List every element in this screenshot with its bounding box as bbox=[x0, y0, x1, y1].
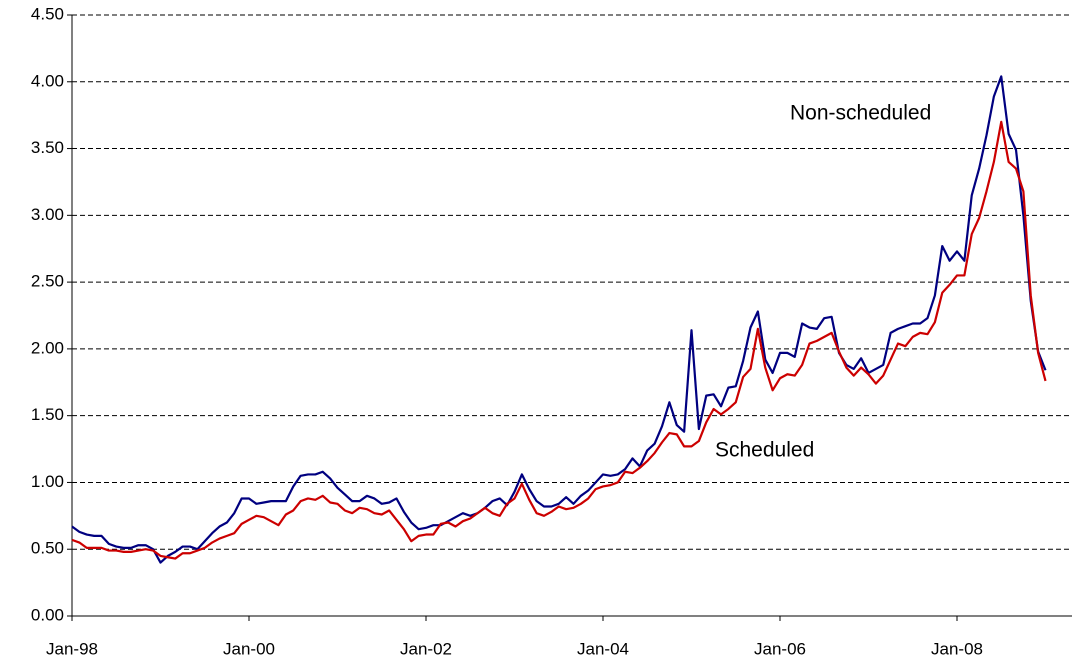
y-tick-label: 1.50 bbox=[31, 405, 64, 424]
y-tick-label: 4.00 bbox=[31, 71, 64, 90]
x-tick-label: Jan-08 bbox=[931, 639, 983, 658]
x-tick-label: Jan-06 bbox=[754, 639, 806, 658]
y-tick-label: 2.00 bbox=[31, 338, 64, 357]
x-tick-label: Jan-02 bbox=[400, 639, 452, 658]
x-tick-label: Jan-98 bbox=[46, 639, 98, 658]
y-tick-label: 1.00 bbox=[31, 472, 64, 491]
series-line bbox=[71, 120, 1047, 560]
y-tick-label: 3.00 bbox=[31, 205, 64, 224]
x-tick-label: Jan-00 bbox=[223, 639, 275, 658]
y-tick-label: 2.50 bbox=[31, 272, 64, 291]
series-label: Non-scheduled bbox=[790, 102, 931, 125]
y-tick-label: 4.50 bbox=[31, 4, 64, 23]
series-label: Scheduled bbox=[715, 439, 814, 462]
y-tick-label: 3.50 bbox=[31, 138, 64, 157]
y-tick-label: 0.00 bbox=[31, 605, 64, 624]
y-tick-label: 0.50 bbox=[31, 539, 64, 558]
series-line bbox=[71, 75, 1047, 564]
x-tick-label: Jan-04 bbox=[577, 639, 629, 658]
